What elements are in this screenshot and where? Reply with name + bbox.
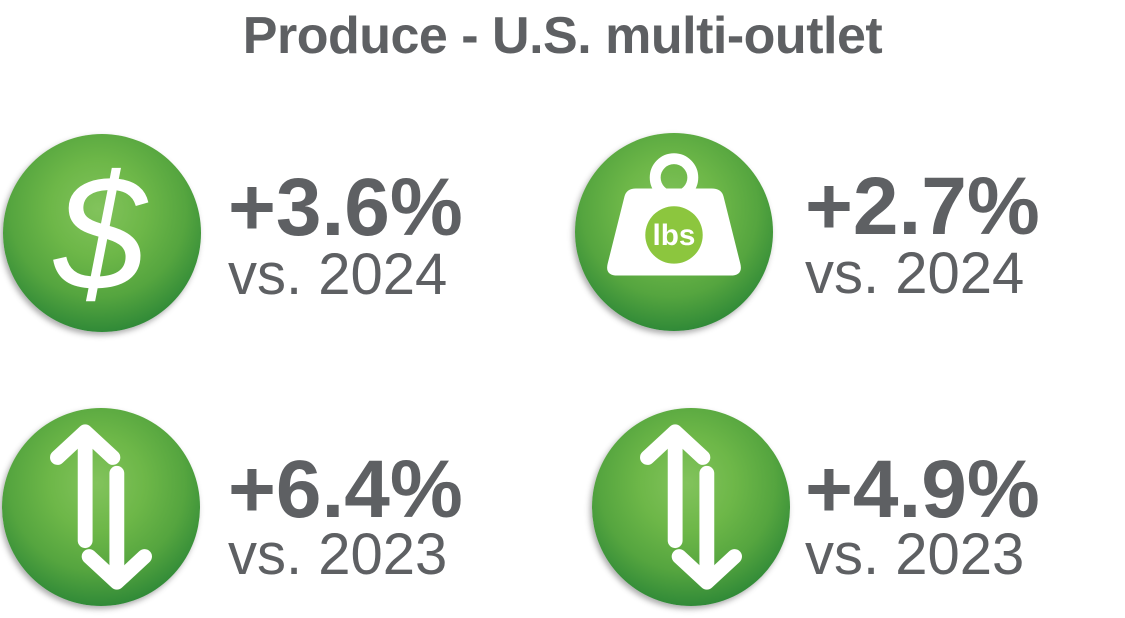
page-title: Produce - U.S. multi-outlet (242, 7, 883, 65)
stat-cell-change-2023-left: +6.4% vs. 2023 (0, 408, 530, 618)
stat-comparison: vs. 2023 (228, 522, 448, 587)
stat-icon-circle (2, 408, 200, 606)
stat-value: +3.6% (228, 162, 463, 253)
stat-comparison: vs. 2024 (228, 242, 448, 307)
lbs-label: lbs (653, 219, 696, 252)
stat-comparison: vs. 2023 (805, 522, 1025, 587)
stat-cell-change-2023-right: +4.9% vs. 2023 (592, 408, 1122, 618)
weight-lbs-icon: lbs (607, 153, 741, 276)
stat-icon-circle (592, 408, 790, 606)
stat-icon-circle: $ (3, 134, 201, 332)
stat-cell-pounds-2024: lbs +2.7% vs. 2024 (575, 133, 1105, 343)
stat-value: +4.9% (805, 444, 1040, 535)
stat-icon-circle: lbs (575, 133, 773, 331)
lbs-badge (645, 206, 703, 264)
stat-value: +2.7% (805, 161, 1040, 252)
dollar-sign-icon: $ (54, 140, 146, 325)
stat-comparison: vs. 2024 (805, 241, 1025, 306)
up-down-arrows-icon (50, 424, 152, 590)
stat-value: +6.4% (228, 444, 463, 535)
stat-cell-dollar-2024: $ +3.6% vs. 2024 (0, 134, 530, 344)
up-down-arrows-icon (640, 424, 742, 590)
